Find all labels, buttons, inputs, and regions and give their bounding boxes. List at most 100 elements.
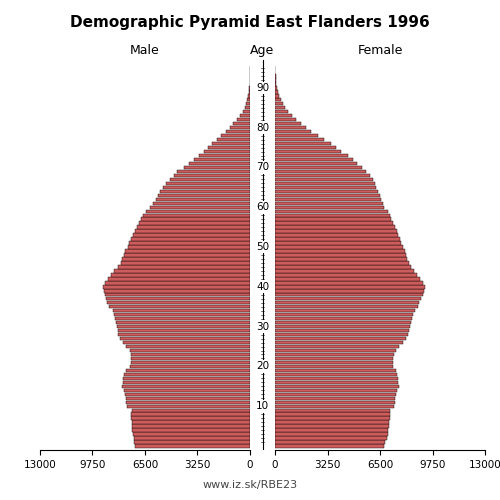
Bar [275,110,288,114]
Bar [108,277,250,280]
Bar [275,361,392,364]
Bar [134,436,250,440]
Bar [275,242,402,245]
Bar [275,262,409,264]
Bar [130,242,250,245]
Bar [275,254,406,256]
Bar [275,102,283,106]
Bar [275,226,395,229]
Bar [275,424,389,428]
Bar [275,166,362,169]
Bar [174,174,250,177]
Bar [126,368,250,372]
Bar [275,214,390,217]
Bar [131,353,250,356]
Bar [275,202,382,205]
Bar [137,226,250,229]
Bar [275,357,392,360]
Bar [212,142,250,146]
Bar [275,150,341,153]
Bar [126,345,250,348]
Bar [104,281,250,284]
Bar [217,138,250,141]
Bar [275,146,336,149]
Bar [118,265,250,268]
Bar [275,162,357,165]
Bar [275,372,397,376]
Bar [275,198,381,201]
Bar [275,329,409,332]
Bar [275,273,417,276]
Text: 40: 40 [256,282,269,292]
Text: 80: 80 [256,122,269,132]
Bar [275,74,276,78]
Bar [106,297,250,300]
Bar [275,337,406,340]
Bar [275,142,331,146]
Bar [275,190,378,193]
Bar [184,166,250,169]
Bar [140,222,250,225]
Bar [208,146,250,149]
Bar [125,250,250,252]
Bar [166,182,250,185]
Bar [120,337,250,340]
Bar [125,392,250,396]
Bar [275,325,410,328]
Bar [275,384,399,388]
Bar [134,440,250,444]
Bar [124,388,250,392]
Bar [240,114,250,117]
Bar [275,412,390,416]
Bar [275,210,388,213]
Bar [275,293,422,296]
Bar [133,234,250,237]
Bar [104,293,250,296]
Bar [131,412,250,416]
Text: 60: 60 [256,202,269,212]
Bar [154,202,250,205]
Bar [135,230,250,233]
Bar [275,333,408,336]
Bar [122,258,250,260]
Bar [248,94,250,98]
Bar [124,376,250,380]
Bar [275,170,366,173]
Bar [275,154,347,157]
Bar [275,388,397,392]
Text: www.iz.sk/RBE23: www.iz.sk/RBE23 [202,480,298,490]
Bar [275,396,396,400]
Text: 70: 70 [256,162,269,172]
Bar [275,289,424,292]
Bar [124,372,250,376]
Bar [275,186,376,189]
Bar [275,440,385,444]
Bar [275,301,420,304]
Bar [275,400,394,404]
Text: 20: 20 [256,362,269,372]
Bar [275,432,388,436]
Bar [275,305,418,308]
Bar [104,289,250,292]
Bar [275,122,301,126]
Bar [275,178,374,181]
Bar [275,134,318,138]
Bar [275,218,392,221]
Bar [162,186,250,189]
Bar [127,404,250,408]
Bar [275,380,398,384]
Bar [275,364,393,368]
Bar [130,364,250,368]
Bar [275,106,285,110]
Bar [275,182,375,185]
Bar [115,317,250,320]
Bar [275,321,411,324]
Bar [275,313,413,316]
Bar [130,349,250,352]
Bar [249,90,250,94]
Bar [132,416,250,420]
Bar [116,325,250,328]
Bar [221,134,250,138]
Bar [275,297,421,300]
Bar [275,345,400,348]
